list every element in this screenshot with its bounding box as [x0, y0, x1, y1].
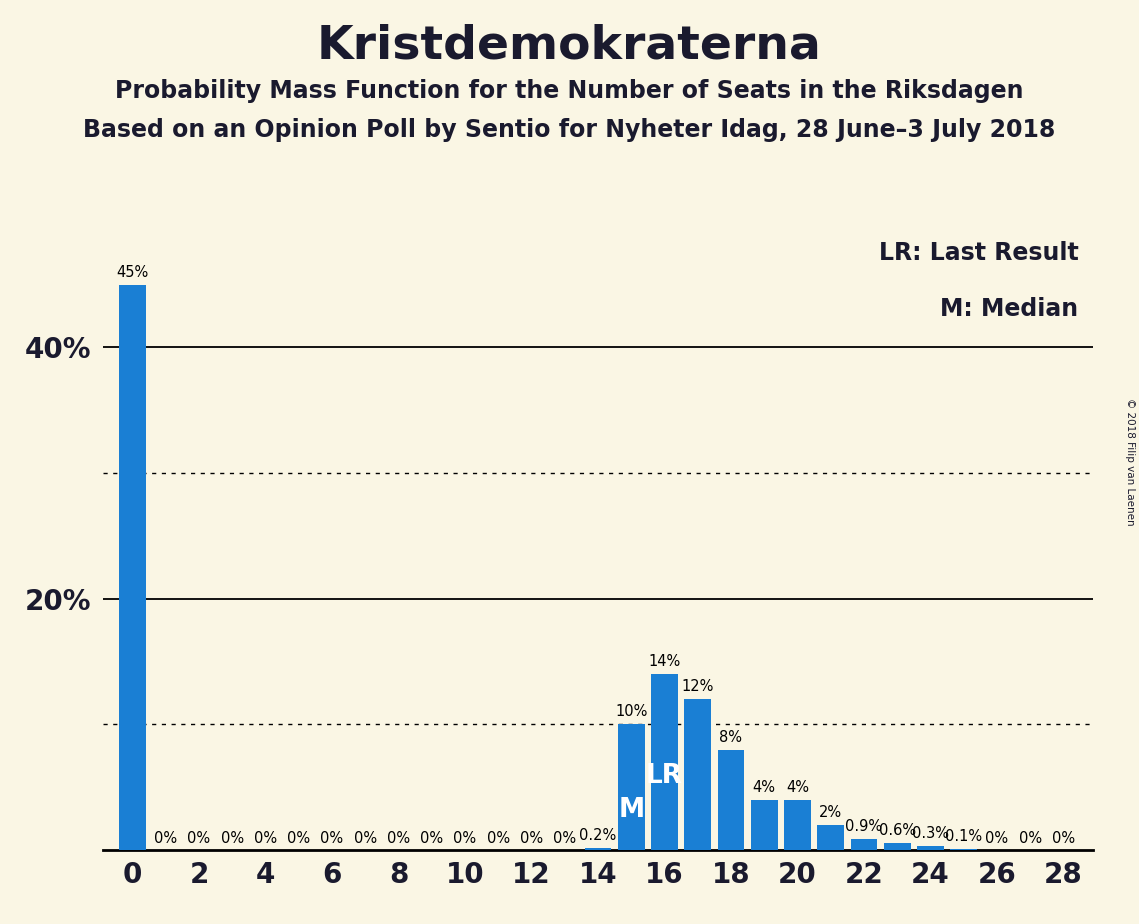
Bar — [818, 825, 844, 850]
Text: 0%: 0% — [188, 831, 211, 845]
Text: LR: LR — [646, 763, 683, 789]
Bar — [584, 847, 612, 850]
Text: 0%: 0% — [985, 831, 1008, 845]
Text: LR: Last Result: LR: Last Result — [879, 240, 1079, 264]
Bar — [685, 699, 711, 850]
Text: 14%: 14% — [648, 654, 681, 669]
Text: Based on an Opinion Poll by Sentio for Nyheter Idag, 28 June–3 July 2018: Based on an Opinion Poll by Sentio for N… — [83, 118, 1056, 142]
Text: 0.3%: 0.3% — [912, 826, 949, 841]
Text: 0%: 0% — [221, 831, 244, 845]
Text: 0%: 0% — [387, 831, 410, 845]
Text: 10%: 10% — [615, 704, 647, 720]
Text: 0%: 0% — [287, 831, 310, 845]
Bar — [751, 800, 778, 850]
Text: 0%: 0% — [519, 831, 543, 845]
Text: 0%: 0% — [1018, 831, 1042, 845]
Text: 0%: 0% — [254, 831, 277, 845]
Text: 2%: 2% — [819, 805, 843, 820]
Text: 4%: 4% — [753, 780, 776, 795]
Bar — [917, 846, 944, 850]
Bar — [784, 800, 811, 850]
Text: 0.9%: 0.9% — [845, 819, 883, 833]
Text: M: M — [618, 796, 645, 823]
Bar — [950, 849, 977, 850]
Text: © 2018 Filip van Laenen: © 2018 Filip van Laenen — [1125, 398, 1134, 526]
Bar — [652, 675, 678, 850]
Text: 0%: 0% — [154, 831, 178, 845]
Text: M: Median: M: Median — [941, 298, 1079, 322]
Text: 12%: 12% — [681, 679, 714, 694]
Bar — [618, 724, 645, 850]
Text: Probability Mass Function for the Number of Seats in the Riksdagen: Probability Mass Function for the Number… — [115, 79, 1024, 103]
Text: 0%: 0% — [1052, 831, 1075, 845]
Text: 4%: 4% — [786, 780, 809, 795]
Bar — [851, 839, 877, 850]
Text: 0.1%: 0.1% — [945, 829, 982, 844]
Text: 0%: 0% — [554, 831, 576, 845]
Text: Kristdemokraterna: Kristdemokraterna — [317, 23, 822, 68]
Text: 0%: 0% — [453, 831, 476, 845]
Bar — [884, 843, 910, 850]
Bar — [718, 749, 744, 850]
Text: 8%: 8% — [720, 730, 743, 745]
Text: 0%: 0% — [320, 831, 344, 845]
Text: 0%: 0% — [420, 831, 443, 845]
Text: 0%: 0% — [353, 831, 377, 845]
Text: 0.2%: 0.2% — [580, 828, 616, 843]
Text: 45%: 45% — [116, 264, 148, 280]
Text: 0.6%: 0.6% — [878, 822, 916, 837]
Bar — [120, 285, 146, 850]
Text: 0%: 0% — [486, 831, 510, 845]
